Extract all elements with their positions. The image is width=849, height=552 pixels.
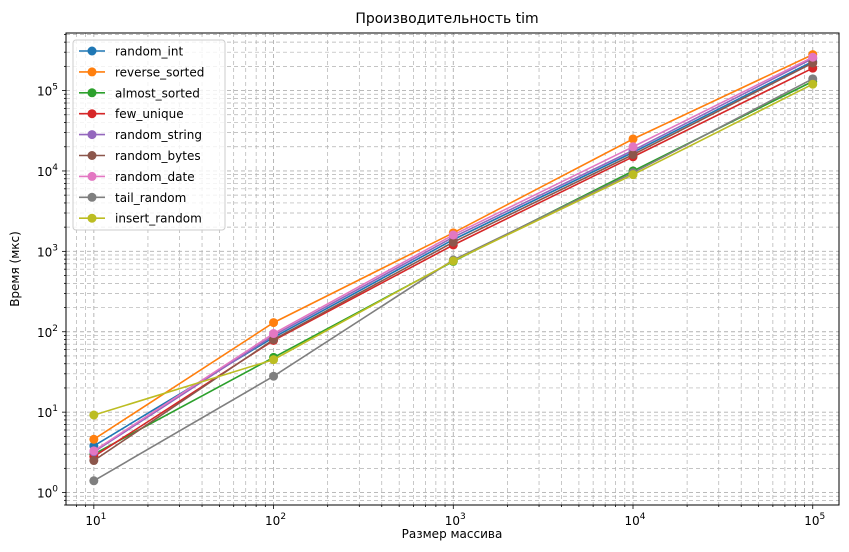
legend-label: almost_sorted <box>115 86 200 100</box>
data-point <box>628 150 638 160</box>
legend-marker <box>87 67 97 77</box>
data-point <box>448 230 458 240</box>
x-tick-label: 104 <box>625 512 646 528</box>
legend-box <box>72 39 226 231</box>
data-point <box>269 371 279 381</box>
legend: random_int reverse_sorted almost_sortedfew… <box>72 39 226 231</box>
data-point <box>269 329 279 339</box>
data-point <box>628 170 638 180</box>
data-point <box>269 355 279 365</box>
y-tick-label: 101 <box>37 404 58 420</box>
legend-marker <box>87 171 97 181</box>
data-point <box>808 79 818 89</box>
legend-label: random_date <box>115 170 195 184</box>
y-tick-label: 104 <box>37 163 58 179</box>
legend-marker <box>87 192 97 202</box>
x-tick-label: 102 <box>265 512 286 528</box>
legend-marker <box>87 151 97 160</box>
data-point <box>89 410 99 420</box>
x-tick-label: 105 <box>804 512 825 528</box>
data-point <box>628 134 638 144</box>
legend-marker <box>87 46 97 56</box>
legend-label: few_unique <box>115 107 184 121</box>
series-layer <box>89 50 818 486</box>
data-point <box>269 318 279 328</box>
data-point <box>89 456 99 466</box>
data-point <box>89 446 99 456</box>
legend-label: tail_random <box>115 191 186 205</box>
x-axis-title: Размер массива <box>402 527 503 541</box>
x-tick-label: 103 <box>445 512 466 528</box>
data-point <box>89 434 99 444</box>
y-tick-label: 100 <box>37 485 58 501</box>
legend-label: random_int <box>115 45 183 59</box>
data-point <box>448 237 458 247</box>
y-axis-title: Время (мкс) <box>8 231 22 307</box>
data-point <box>628 142 638 152</box>
data-point <box>448 256 458 266</box>
y-tick-label: 102 <box>37 324 58 340</box>
y-tick-label: 105 <box>37 83 58 99</box>
legend-label: random_string <box>115 128 202 142</box>
legend-label: insert_random <box>115 212 202 226</box>
legend-label: random_bytes <box>115 149 201 163</box>
legend-marker <box>87 130 97 140</box>
data-point <box>89 476 99 486</box>
legend-marker <box>87 109 97 119</box>
x-tick-label: 101 <box>85 512 106 528</box>
legend-label: reverse_sorted <box>115 65 204 79</box>
data-point <box>808 52 818 62</box>
chart-title: Производительность tim <box>355 11 538 27</box>
axis-ticks: 101 102 103 104 105 100 101 102 103 104 105 <box>37 33 825 528</box>
legend-marker <box>87 88 97 98</box>
legend-marker <box>87 213 97 223</box>
y-tick-label: 103 <box>37 243 58 259</box>
